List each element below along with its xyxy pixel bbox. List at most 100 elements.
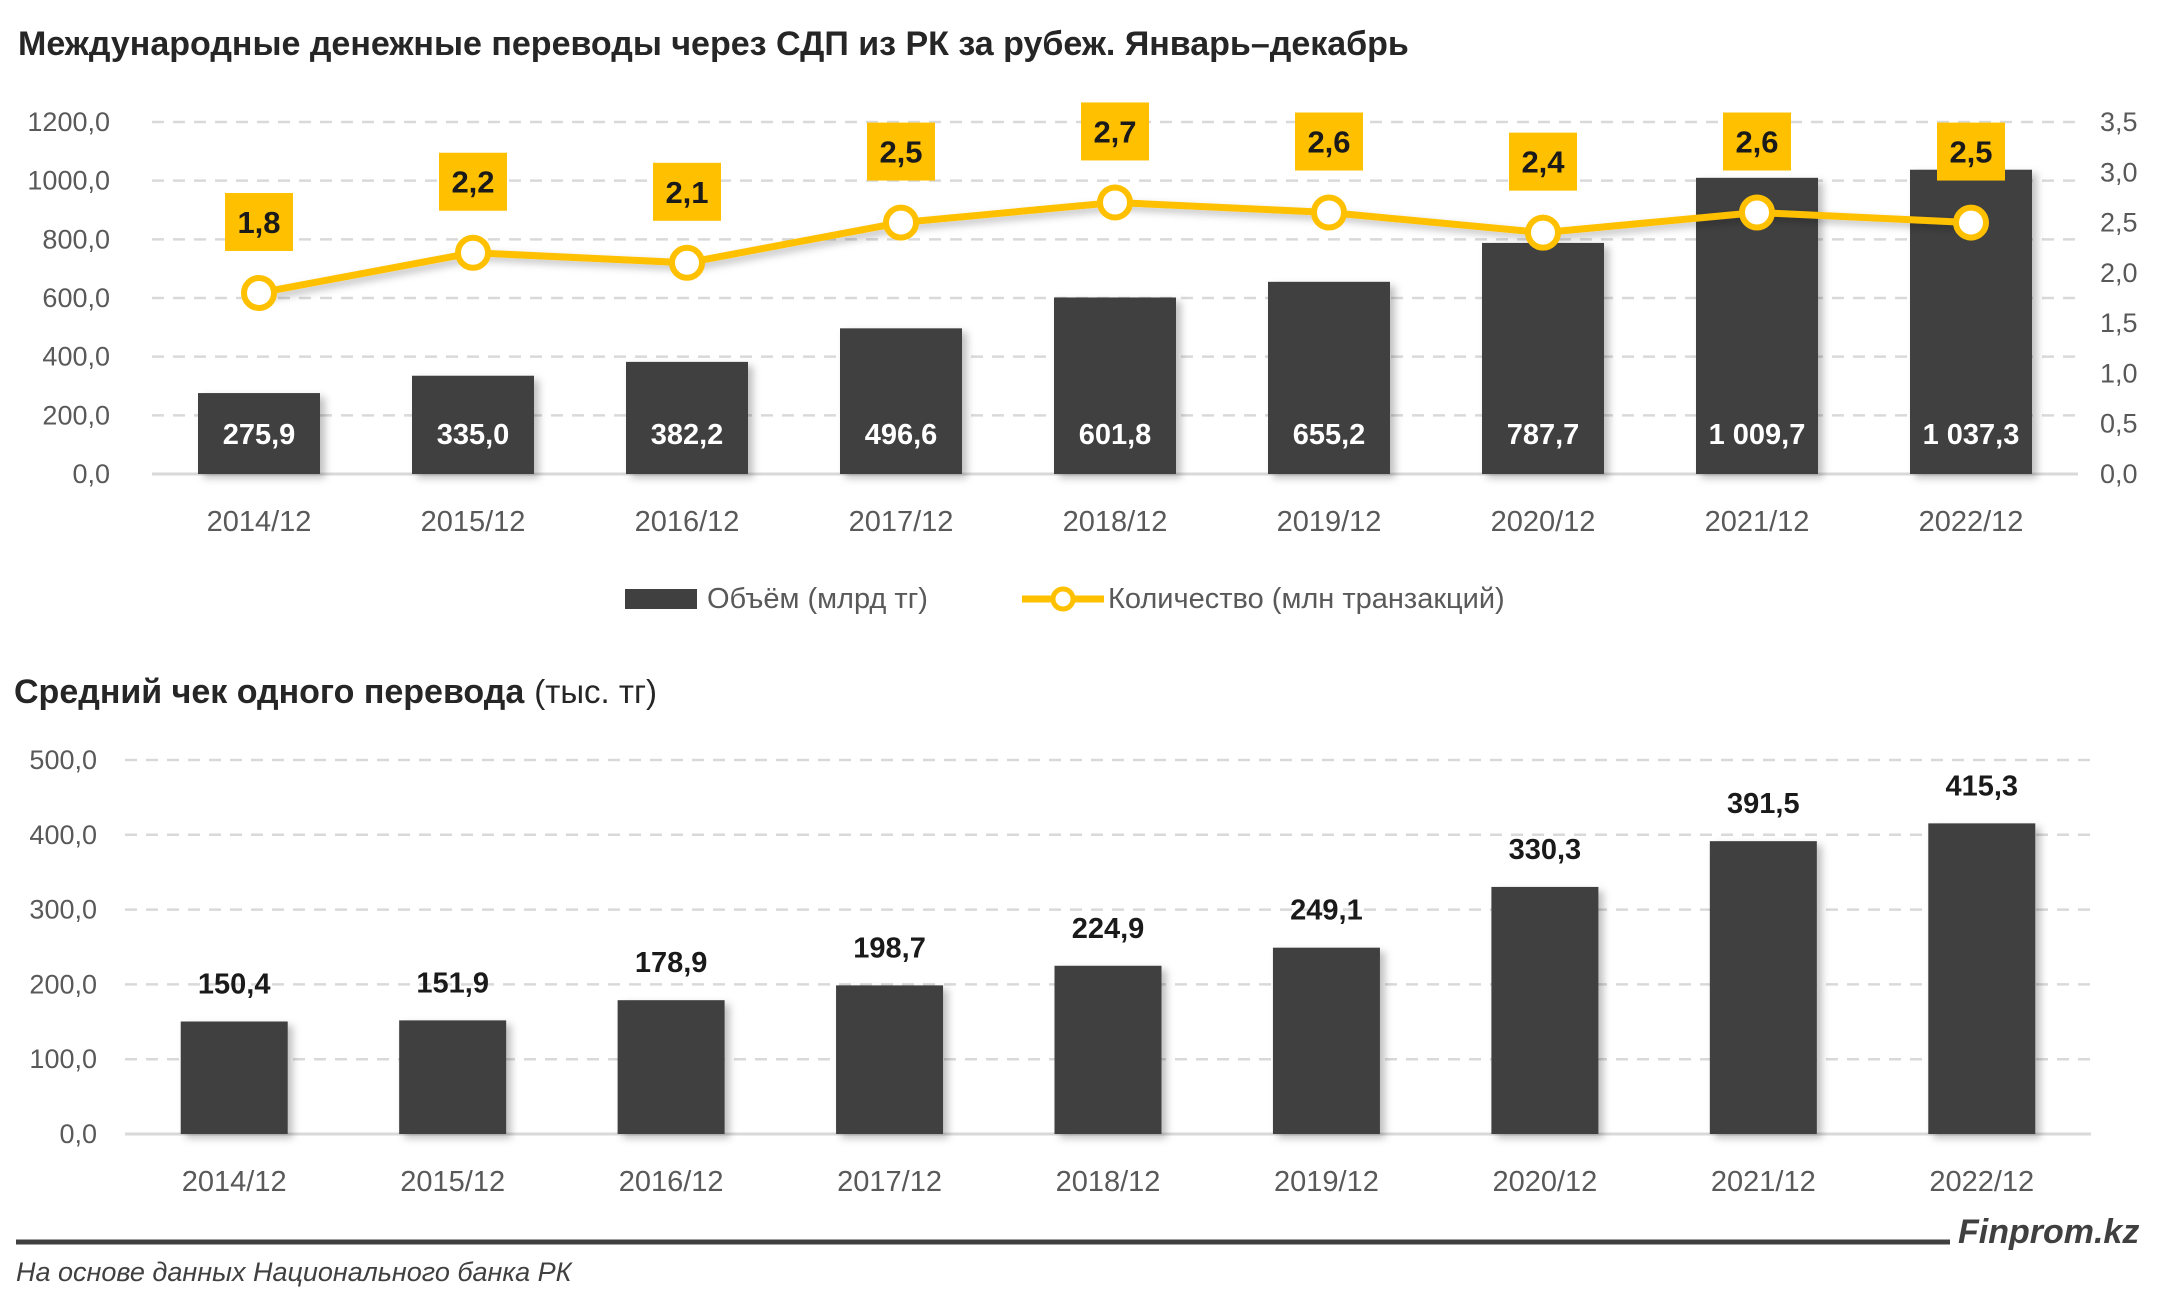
line-data-label: 2,7 (1093, 114, 1136, 149)
line-point (883, 204, 919, 241)
y-tick-label: 400,0 (42, 342, 110, 372)
x-tick-label: 2021/12 (1705, 506, 1810, 538)
y-tick-label: 200,0 (29, 969, 97, 999)
bar-data-label: 601,8 (1079, 419, 1152, 451)
bar-data-label: 335,0 (437, 419, 510, 451)
line-label-box (1295, 112, 1363, 171)
y2-tick-label: 1,5 (2100, 308, 2138, 338)
y2-tick-label: 2,5 (2100, 208, 2138, 238)
y-tick-label: 200,0 (42, 400, 110, 430)
bar (626, 361, 748, 474)
bar-data-label: 1 009,7 (1709, 419, 1806, 451)
x-tick-label: 2020/12 (1492, 1166, 1597, 1198)
x-tick-label: 2017/12 (849, 506, 954, 538)
x-tick-label: 2020/12 (1491, 506, 1596, 538)
x-tick-label: 2021/12 (1711, 1166, 1816, 1198)
y2-tick-label: 1,0 (2100, 358, 2138, 388)
x-tick-label: 2014/12 (182, 1166, 287, 1198)
line-point (1953, 204, 1989, 241)
bar (1272, 947, 1380, 1134)
x-tick-label: 2019/12 (1274, 1166, 1379, 1198)
x-tick-label: 2019/12 (1277, 506, 1382, 538)
line-label-box (867, 122, 935, 181)
line-data-label: 2,2 (451, 165, 494, 200)
y-tick-label: 100,0 (29, 1044, 97, 1074)
line-point (1525, 214, 1561, 251)
y2-tick-label: 3,0 (2100, 157, 2138, 187)
chart1-title: Международные денежные переводы через СД… (18, 25, 1409, 63)
bar-data-label: 391,5 (1727, 788, 1800, 820)
line-point (241, 274, 277, 311)
line-point (455, 234, 491, 271)
line-label-box (1723, 112, 1791, 171)
x-tick-label: 2017/12 (837, 1166, 942, 1198)
y-tick-label: 500,0 (29, 745, 97, 775)
y-tick-label: 1000,0 (27, 166, 110, 196)
line-data-label: 2,4 (1521, 145, 1565, 180)
bar (1491, 886, 1599, 1134)
legend-bar-swatch (625, 589, 697, 609)
bar (840, 328, 962, 474)
line-label-box (439, 152, 507, 211)
bar-data-label: 178,9 (635, 947, 708, 979)
line-data-label: 2,1 (665, 175, 708, 210)
bar-data-label: 151,9 (416, 967, 489, 999)
line-point (1097, 184, 1133, 221)
bar-data-label: 150,4 (198, 969, 271, 1001)
bar-data-label: 198,7 (853, 932, 926, 964)
y2-tick-label: 0,0 (2100, 459, 2138, 489)
bar (180, 1021, 288, 1134)
bar-data-label: 787,7 (1507, 419, 1580, 451)
line-label-box (1509, 132, 1577, 191)
legend-line-marker (1050, 586, 1076, 612)
bar-data-label: 655,2 (1293, 419, 1366, 451)
bar (198, 393, 320, 474)
x-tick-label: 2016/12 (619, 1166, 724, 1198)
bar (1268, 281, 1390, 474)
line-point (669, 244, 705, 281)
bar-data-label: 382,2 (651, 419, 724, 451)
y-tick-label: 600,0 (42, 283, 110, 313)
bar (617, 1000, 725, 1134)
line-data-label: 2,6 (1307, 125, 1350, 160)
chart2-title: Средний чек одного перевода (тыс. тг) (14, 673, 657, 711)
bar (1928, 823, 2036, 1134)
x-tick-label: 2015/12 (421, 506, 526, 538)
y-tick-label: 400,0 (29, 820, 97, 850)
x-tick-label: 2018/12 (1063, 506, 1168, 538)
line-label-box (1937, 122, 2005, 181)
bar (1054, 965, 1162, 1134)
bar-data-label: 330,3 (1509, 834, 1582, 866)
bar-data-label: 224,9 (1072, 913, 1145, 945)
x-tick-label: 2016/12 (635, 506, 740, 538)
y2-tick-label: 0,5 (2100, 409, 2138, 439)
y-tick-label: 0,0 (72, 459, 110, 489)
bar (412, 375, 534, 474)
bar-data-label: 275,9 (223, 419, 296, 451)
y-tick-label: 1200,0 (27, 107, 110, 137)
chart1-legend: Объём (млрд тг) Количество (млн транзакц… (625, 583, 1505, 615)
bar (399, 1020, 507, 1134)
y-tick-label: 300,0 (29, 895, 97, 925)
line-data-label: 2,5 (1949, 135, 1992, 170)
y-tick-label: 800,0 (42, 224, 110, 254)
x-tick-label: 2015/12 (400, 1166, 505, 1198)
chart1: 0,0 200,0 400,0 600,0 800,0 1000,0 1200,0 0,0 0,… (27, 102, 2138, 538)
y2-tick-label: 3,5 (2100, 107, 2138, 137)
x-tick-label: 2022/12 (1929, 1166, 2034, 1198)
bar-data-label: 496,6 (865, 419, 938, 451)
bar (1054, 297, 1176, 474)
line-point (1311, 194, 1347, 231)
legend-line-label: Количество (млн транзакций) (1108, 583, 1505, 615)
bar-data-label: 249,1 (1290, 895, 1363, 927)
bar-data-label: 1 037,3 (1923, 419, 2020, 451)
line-label-box (225, 192, 293, 251)
line-data-label: 1,8 (237, 205, 280, 240)
y2-tick-label: 2,0 (2100, 258, 2138, 288)
x-tick-label: 2022/12 (1919, 506, 2024, 538)
brand-logo: Finprom.kz (1958, 1213, 2139, 1251)
source-note: На основе данных Национального банка РК (16, 1257, 574, 1287)
legend-bar-label: Объём (млрд тг) (707, 583, 928, 615)
bar (1482, 242, 1604, 474)
